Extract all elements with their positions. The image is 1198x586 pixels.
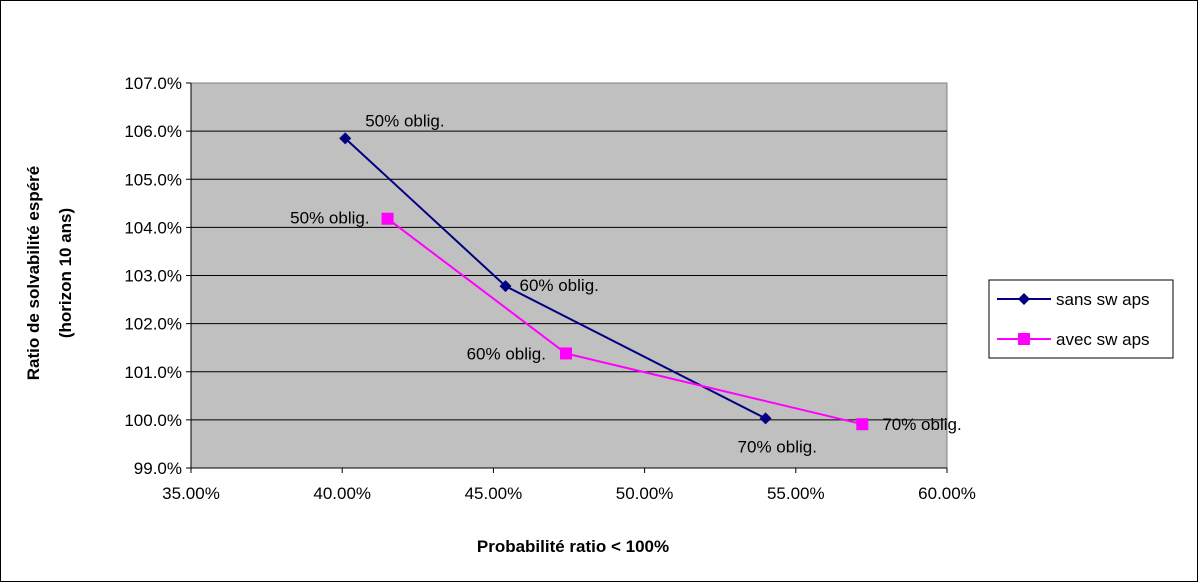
- y-axis-title-line2: (horizon 10 ans): [56, 208, 75, 338]
- y-tick-label: 99.0%: [134, 459, 182, 478]
- data-label: 70% oblig.: [738, 437, 817, 456]
- series-layer: [339, 132, 869, 431]
- x-tick-label: 60.00%: [918, 484, 976, 503]
- legend-label-avec-swaps: avec sw aps: [1056, 330, 1150, 349]
- data-point-square: [381, 212, 394, 225]
- y-tick-label: 104.0%: [124, 218, 182, 237]
- legend: sans sw aps avec sw aps: [988, 279, 1174, 359]
- legend-label-sans-swaps: sans sw aps: [1056, 290, 1150, 309]
- point-labels: 50% oblig. 60% oblig. 70% oblig. 50% oblig.…: [290, 111, 962, 456]
- data-label: 50% oblig.: [365, 111, 444, 130]
- x-axis-title: Probabilité ratio < 100%: [477, 537, 669, 556]
- x-tick-label: 40.00%: [313, 484, 371, 503]
- x-tick-label: 45.00%: [465, 484, 523, 503]
- y-axis-title-line1: Ratio de solvabilité espéré: [24, 166, 43, 380]
- y-tick-label: 102.0%: [124, 315, 182, 334]
- axes: 99.0% 100.0% 101.0% 102.0% 103.0% 104.0% 105.0…: [124, 74, 976, 503]
- gridlines: [191, 130, 947, 421]
- y-tick-label: 105.0%: [124, 170, 182, 189]
- y-tick-label: 101.0%: [124, 363, 182, 382]
- y-tick-label: 106.0%: [124, 122, 182, 141]
- legend-marker-diamond: [1018, 293, 1030, 305]
- x-tick-label: 50.00%: [616, 484, 674, 503]
- data-point-square: [559, 347, 572, 360]
- legend-marker-square: [1018, 333, 1030, 345]
- data-label: 50% oblig.: [290, 209, 369, 228]
- data-point-square: [856, 418, 869, 431]
- data-label: 70% oblig.: [882, 415, 961, 434]
- data-point-diamond: [339, 132, 352, 145]
- data-point-diamond: [499, 280, 512, 293]
- y-tick-label: 100.0%: [124, 411, 182, 430]
- x-tick-label: 55.00%: [767, 484, 825, 503]
- y-tick-label: 103.0%: [124, 267, 182, 286]
- data-label: 60% oblig.: [519, 276, 598, 295]
- data-point-diamond: [759, 412, 772, 425]
- x-tick-label: 35.00%: [162, 484, 220, 503]
- y-tick-label: 107.0%: [124, 74, 182, 93]
- data-label: 60% oblig.: [467, 344, 546, 363]
